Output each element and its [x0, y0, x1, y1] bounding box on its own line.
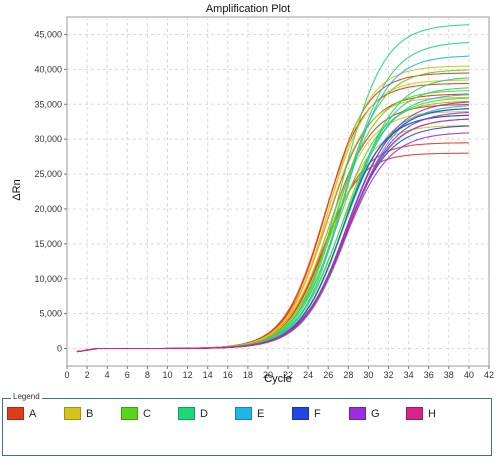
legend-swatch — [64, 407, 81, 420]
amplification-curve-h — [76, 101, 469, 353]
x-tick-label: 36 — [424, 370, 434, 380]
y-tick-label: 25,000 — [34, 169, 62, 179]
x-tick-label: 10 — [162, 370, 172, 380]
legend-title: Legend — [11, 392, 42, 401]
legend-swatch — [406, 407, 423, 420]
x-tick-label: 20 — [263, 370, 273, 380]
x-tick-label: 34 — [404, 370, 414, 380]
legend-item-c: C — [121, 407, 178, 420]
x-tick-label: 24 — [303, 370, 313, 380]
y-axis-label: ΔRn — [11, 179, 23, 200]
legend-item-g: G — [349, 407, 406, 420]
y-tick-label: 0 — [57, 344, 62, 354]
legend-label: B — [86, 407, 94, 420]
chart-title: Amplification Plot — [206, 3, 290, 15]
legend-label: F — [314, 407, 321, 420]
legend-swatch — [292, 407, 309, 420]
x-tick-label: 8 — [145, 370, 150, 380]
y-tick-label: 15,000 — [34, 239, 62, 249]
x-tick-label: 32 — [384, 370, 394, 380]
legend-swatch — [121, 407, 138, 420]
legend-item-d: D — [178, 407, 235, 420]
x-tick-label: 12 — [183, 370, 193, 380]
legend-item-b: B — [64, 407, 121, 420]
y-tick-label: 10,000 — [34, 274, 62, 284]
x-tick-label: 28 — [343, 370, 353, 380]
y-tick-label: 30,000 — [34, 134, 62, 144]
legend-label: H — [428, 407, 436, 420]
x-tick-label: 16 — [223, 370, 233, 380]
x-tick-label: 42 — [484, 370, 494, 380]
legend-swatch — [235, 407, 252, 420]
gridlines — [67, 17, 489, 366]
legend-swatch — [178, 407, 195, 420]
legend-label: E — [257, 407, 265, 420]
x-tick-label: 26 — [323, 370, 333, 380]
x-tick-label: 22 — [283, 370, 293, 380]
x-tick-label: 40 — [464, 370, 474, 380]
y-tick-label: 5,000 — [39, 309, 62, 319]
y-tick-label: 35,000 — [34, 99, 62, 109]
x-tick-label: 0 — [64, 370, 69, 380]
y-axis-ticks: 0 5,000 10,000 15,000 20,000 25,000 30,000 35,0… — [34, 29, 67, 354]
legend-item-f: F — [292, 407, 349, 420]
amplification-curves — [76, 24, 469, 353]
x-tick-label: 14 — [203, 370, 213, 380]
legend-item-e: E — [235, 407, 292, 420]
x-axis-label: Cycle — [264, 373, 292, 385]
legend-label: G — [371, 407, 380, 420]
y-tick-label: 40,000 — [34, 64, 62, 74]
y-tick-label: 20,000 — [34, 204, 62, 214]
legend-label: D — [200, 407, 208, 420]
legend-label: C — [143, 407, 151, 420]
x-tick-label: 18 — [243, 370, 253, 380]
legend-label: A — [29, 407, 37, 420]
x-tick-label: 6 — [125, 370, 130, 380]
x-tick-label: 38 — [444, 370, 454, 380]
legend-swatch — [349, 407, 366, 420]
x-tick-label: 30 — [363, 370, 373, 380]
legend-item-h: H — [406, 407, 463, 420]
x-axis-ticks: 0 2 4 6 8 10 12 14 16 18 20 22 24 26 28 30 32 34 36 38 40 42 — [64, 366, 494, 380]
x-tick-label: 2 — [85, 370, 90, 380]
x-tick-label: 4 — [105, 370, 110, 380]
legend-swatch — [7, 407, 24, 420]
y-tick-label: 45,000 — [34, 29, 62, 39]
legend-items: A B C D E F G H — [7, 407, 463, 420]
legend-item-a: A — [7, 407, 64, 420]
legend-panel: Legend A B C D E F G H — [2, 392, 492, 456]
